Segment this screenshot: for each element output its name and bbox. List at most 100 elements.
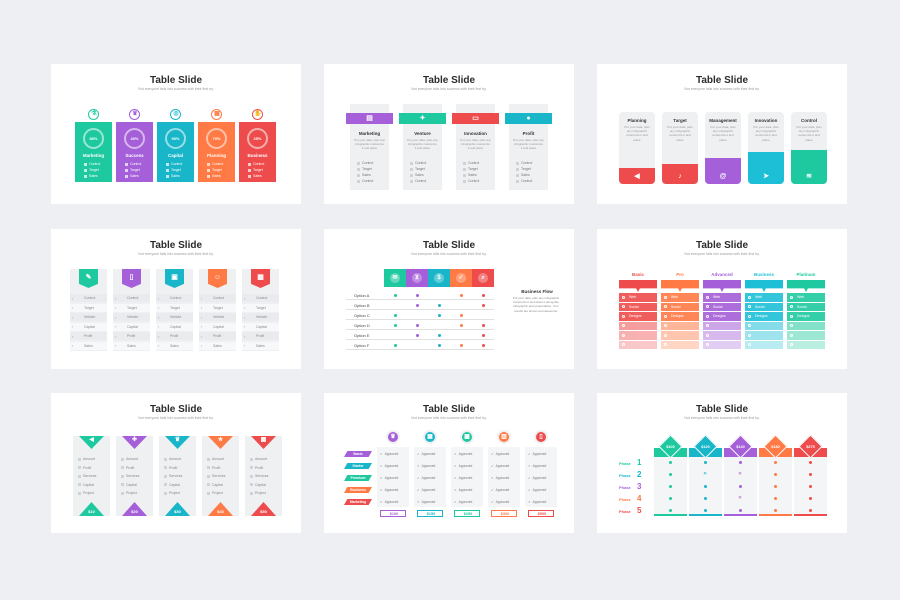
ribbon-column[interactable]: ● Profit Put your data, plan any infograph…: [505, 104, 552, 192]
table-row: Option E: [346, 330, 494, 340]
slide-title: Table Slide: [695, 404, 749, 415]
card-column[interactable]: Management Put your data, plan any infogr…: [705, 112, 741, 184]
card-label: Planning: [627, 118, 647, 123]
list-item: ✓ Approved: [454, 476, 472, 480]
list-item: Control: [463, 161, 479, 165]
tier-column[interactable]: ▥ ✓ Approved ✓ Approved ✕ Approved ✓ Approved ✓ Ap…: [488, 430, 520, 520]
list-column[interactable]: ✎ › Control › Target › Vehicle › Capital › Profit ›…: [70, 269, 107, 351]
price-column[interactable]: ◀ Amount Profit Services Capital Project $10: [73, 436, 110, 516]
doc-icon: ▯: [539, 434, 543, 440]
chevron-right-icon: ›: [201, 295, 203, 301]
list-item: ✕ Approved: [417, 500, 435, 504]
list-item: Services: [121, 474, 139, 478]
item-label: Sales: [362, 173, 371, 177]
phase-column[interactable]: $180: [759, 434, 792, 518]
price-column[interactable]: ★ Amount Profit Services Capital Project $40: [202, 436, 239, 516]
price-column[interactable]: ♛ Amount Profit Services Capital Project $30: [159, 436, 196, 516]
check-icon: [790, 295, 793, 299]
status-dot: [459, 323, 463, 327]
chevron-right-icon: ›: [115, 343, 117, 348]
slide-9-phase-table[interactable]: Table Slide Not everyone falls into succ…: [597, 393, 847, 533]
list-column[interactable]: ▦ › Control › Target › Vehicle › Capital › Profit ›…: [242, 269, 279, 351]
list-column[interactable]: ☺ › Control › Target › Vehicle › Capital › Profit ›…: [199, 269, 236, 351]
phase-column[interactable]: $120 ✕: [689, 434, 722, 518]
ribbon-column[interactable]: ✦ Venture Put your data, plan any infograp…: [399, 104, 446, 192]
list-column[interactable]: ▣ › Control › Target › Vehicle › Capital › Profit ›…: [156, 269, 193, 351]
item-label: Capital: [84, 324, 95, 329]
ribbon-column[interactable]: ▭ Innovation Put your data, plan any infog…: [452, 104, 499, 192]
list-item: ✓ Approved: [528, 488, 546, 492]
list-column[interactable]: ▯ › Control › Target › Vehicle › Capital › Profit ›…: [113, 269, 150, 351]
tier-column[interactable]: ▦ ✓ Approved ✕ Approved ✓ Approved ✓ Approved ✕ Ap…: [414, 430, 446, 520]
slide-8-tier-table[interactable]: Table Slide Not everyone falls into succ…: [324, 393, 574, 533]
ribbon-column[interactable]: ▤ Marketing Put your data, plan any infogr…: [346, 104, 393, 192]
progress-column[interactable]: ♛ 40% Success Control Target Sales: [116, 109, 153, 182]
item-label: Target: [521, 167, 531, 171]
checkbox-icon: [121, 466, 124, 470]
progress-column[interactable]: ⚗ 80% Marketing Control Target Sales: [75, 109, 112, 182]
progress-column[interactable]: ✋ 25% Business Control Target Sales: [239, 109, 276, 182]
tier-column[interactable]: ▯ ✓ Approved ✕ Approved ✓ Approved ✓ Approved ✕ Ap…: [525, 430, 557, 520]
column-tab: ▦: [251, 269, 270, 288]
item-label: Target: [415, 167, 425, 171]
plan-column[interactable]: Advanced Web Social Designs: [703, 272, 741, 350]
status-dot: [459, 343, 463, 347]
price-column[interactable]: ✚ Amount Profit Services Capital Project $20: [116, 436, 153, 516]
price-box: $300: [491, 510, 517, 517]
progress-column[interactable]: ▦ 70% Planning Control Target Sales: [198, 109, 235, 182]
star-icon: ★: [217, 437, 224, 443]
card-column[interactable]: Innovation Put your data, plan any infogr…: [748, 112, 784, 184]
check-icon: [790, 305, 793, 308]
list-item: › Profit: [242, 332, 279, 340]
check-icon: [748, 314, 751, 318]
checkbox-icon: [357, 179, 360, 183]
list-item: › Profit: [113, 332, 150, 340]
tier-column[interactable]: ♛ ✓ Approved ✓ Approved ✕ Approved ✓ Approved ✓ Ap…: [377, 430, 409, 520]
plan-row: [661, 340, 699, 349]
list-item: Sales: [516, 173, 530, 177]
slide-3-card-columns[interactable]: Table Slide Not everyone falls into succ…: [597, 64, 847, 204]
list-item: Sales: [166, 174, 180, 178]
slide-4-list-columns[interactable]: Table Slide Not everyone falls into succ…: [51, 229, 301, 369]
list-item: Target: [166, 168, 181, 172]
slide-1-progress-columns[interactable]: Table Slide Not everyone falls into succ…: [51, 64, 301, 204]
price-column[interactable]: ▦ Amount Profit Services Capital Project $50: [245, 436, 282, 516]
phase-label: Phase: [619, 461, 631, 466]
item-label: Capital: [169, 482, 180, 487]
phase-column[interactable]: $100: [654, 434, 687, 518]
plan-column[interactable]: Platinum Web Social Designs: [787, 272, 825, 350]
card-column[interactable]: Planning Put your data, plan any infograp…: [619, 112, 655, 184]
phase-column[interactable]: $275: [794, 434, 827, 518]
list-item: ✓ Approved: [380, 464, 398, 468]
header-badge: ⌕: [478, 273, 488, 283]
tier-column[interactable]: ▩ ✕ Approved ✓ Approved ✓ Approved ✕ Approved ✓ Ap…: [451, 430, 483, 520]
plan-column[interactable]: Pro Web Social Designs: [661, 272, 699, 350]
chevron-right-icon: ›: [115, 314, 117, 320]
laptop-icon: ▭: [472, 115, 479, 122]
progress-ring: [206, 128, 227, 149]
check-icon: [790, 314, 793, 318]
row-label: Designs: [713, 314, 726, 318]
slide-7-price-columns[interactable]: Table Slide Not everyone falls into succ…: [51, 393, 301, 533]
slide-5-option-matrix[interactable]: Table Slide Not everyone falls into succ…: [324, 229, 574, 369]
slide-6-plan-columns[interactable]: Table Slide Not everyone falls into succ…: [597, 229, 847, 369]
phase-column[interactable]: $140 ✕ ✕: [724, 434, 757, 518]
card-column[interactable]: Target Put your data, plan any infographi…: [662, 112, 698, 184]
progress-column[interactable]: ◎ 90% Capital Control Target Sales: [157, 109, 194, 182]
plan-header: [703, 280, 741, 292]
chart-icon: ▤: [366, 115, 373, 122]
list-item: ✕ Approved: [491, 476, 509, 480]
check-icon: [622, 324, 625, 327]
price-label: $10: [88, 509, 95, 514]
list-item: Project: [78, 491, 94, 495]
wifi-icon: ≋: [806, 173, 812, 180]
option-label: Option A: [354, 293, 370, 298]
plan-column[interactable]: Basic Web Social Designs: [619, 272, 657, 350]
slide-2-ribbon-columns[interactable]: Table Slide Not everyone falls into succ…: [324, 64, 574, 204]
plan-column[interactable]: Business Web Social Designs: [745, 272, 783, 350]
checkbox-icon: [78, 483, 81, 487]
item-label: Sales: [256, 343, 265, 348]
list-item: ✕ Approved: [528, 464, 546, 468]
list-item: Capital: [207, 483, 223, 487]
card-column[interactable]: Control Put your data, plan any infograph…: [791, 112, 827, 184]
